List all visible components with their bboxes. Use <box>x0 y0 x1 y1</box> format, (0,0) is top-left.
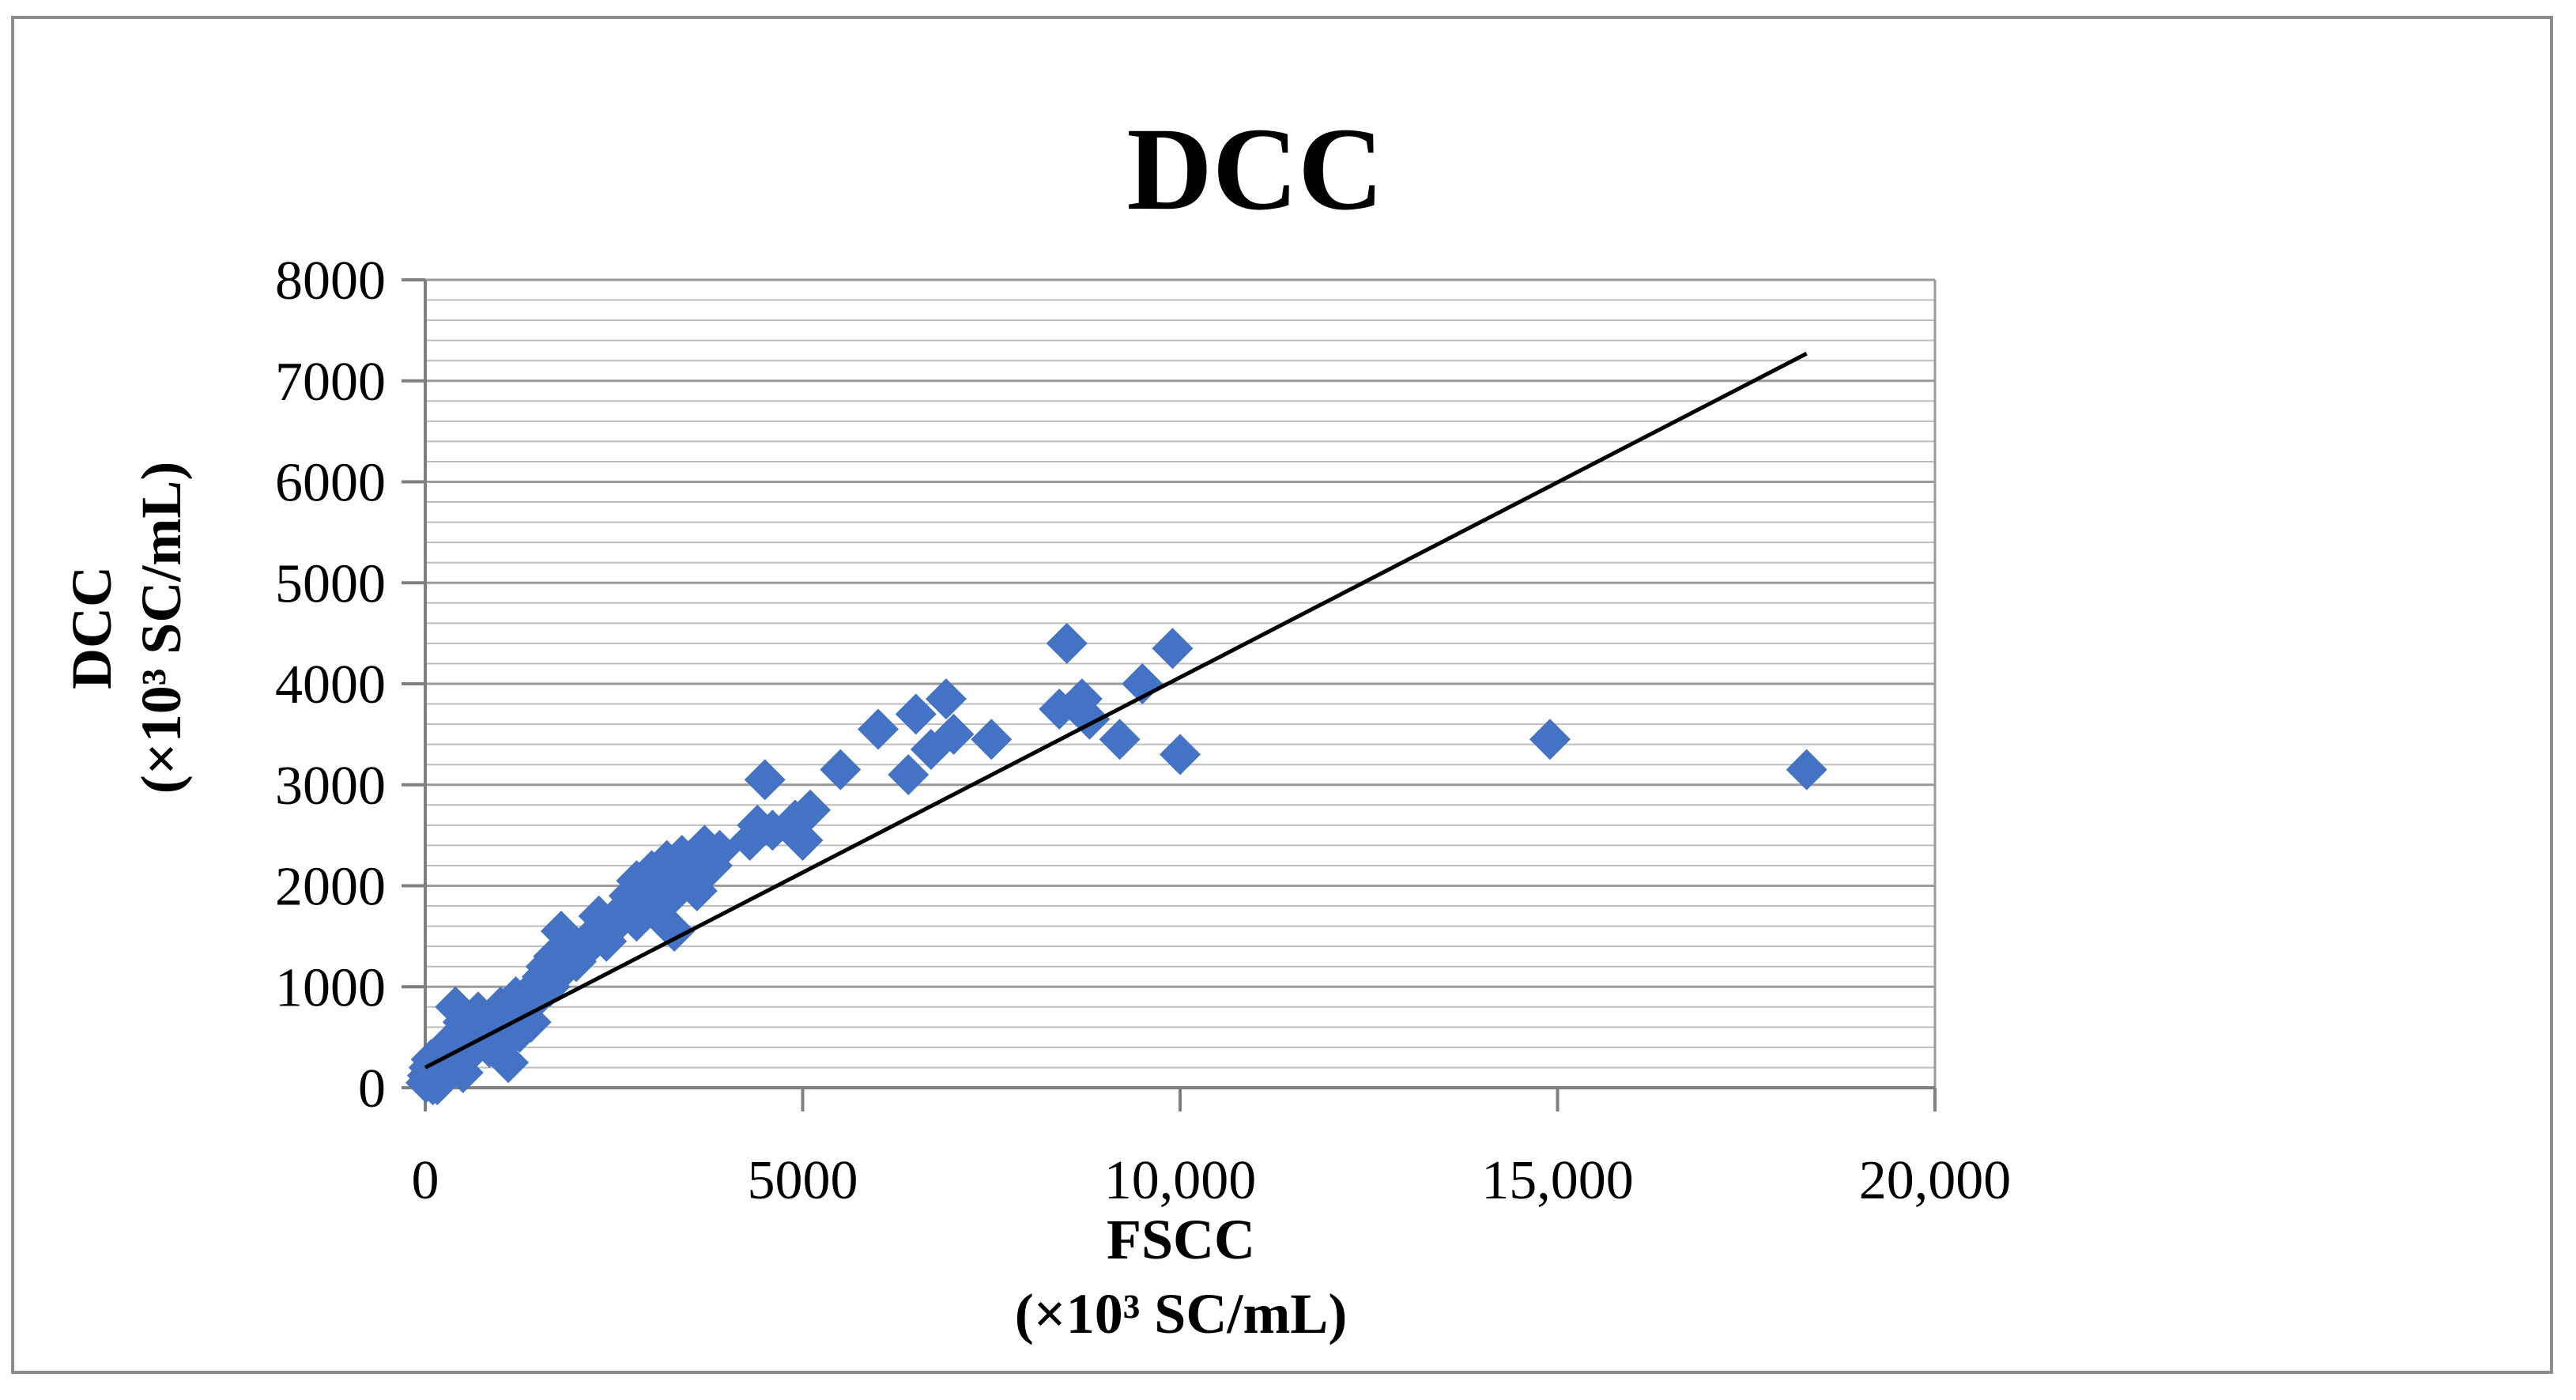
chart-frame: 0 1000 2000 3000 4000 5000 6000 7000 8000 0 5000 10… <box>11 16 2553 1374</box>
data-point <box>488 1042 530 1084</box>
y-tick-label: 6000 <box>275 453 386 514</box>
data-point <box>895 693 937 735</box>
y-axis-label: DCC <box>60 566 123 689</box>
x-tick-label: 0 <box>412 1150 439 1211</box>
data-point <box>1152 628 1194 670</box>
x-tick-label: 15,000 <box>1481 1150 1634 1211</box>
data-point <box>820 749 862 791</box>
y-tick-label: 8000 <box>275 251 386 311</box>
data-point <box>1160 734 1201 775</box>
data-point <box>1099 719 1141 760</box>
data-point <box>971 719 1013 760</box>
axes <box>402 278 1937 1111</box>
data-point <box>744 759 786 801</box>
data-point <box>790 789 832 831</box>
gridlines <box>425 278 1937 1088</box>
data-point <box>888 753 930 795</box>
data-point <box>729 820 771 862</box>
y-tick-label: 0 <box>358 1058 386 1119</box>
data-point <box>654 910 696 952</box>
chart-title: DCC <box>1127 104 1384 235</box>
data-point <box>782 820 824 862</box>
data-points <box>405 622 1827 1106</box>
x-tick-label: 10,000 <box>1104 1150 1257 1211</box>
y-tick-label: 2000 <box>275 857 386 918</box>
y-tick-label: 5000 <box>275 553 386 614</box>
tick-labels: 0 1000 2000 3000 4000 5000 6000 7000 8000 0 5000 10… <box>275 251 2011 1211</box>
trendline <box>424 352 1808 1070</box>
trendline-group <box>424 352 1808 1070</box>
chart-canvas: 0 1000 2000 3000 4000 5000 6000 7000 8000 0 5000 10… <box>60 104 2011 1345</box>
y-tick-label: 7000 <box>275 352 386 413</box>
x-tick-label: 20,000 <box>1859 1150 2012 1211</box>
y-axis-unit-label: (×10³ SC/mL) <box>130 462 193 794</box>
x-axis-unit-label: (×10³ SC/mL) <box>1015 1282 1348 1345</box>
x-tick-label: 5000 <box>748 1150 858 1211</box>
data-point <box>1122 663 1164 704</box>
data-point <box>925 678 967 720</box>
data-point <box>1046 622 1088 664</box>
data-point <box>1529 719 1571 760</box>
data-point <box>933 713 975 755</box>
y-tick-label: 4000 <box>275 655 386 715</box>
data-point <box>1786 749 1827 791</box>
data-point <box>858 708 899 750</box>
y-tick-label: 3000 <box>275 756 386 817</box>
y-tick-label: 1000 <box>275 957 386 1018</box>
x-axis-label: FSCC <box>1107 1208 1255 1271</box>
